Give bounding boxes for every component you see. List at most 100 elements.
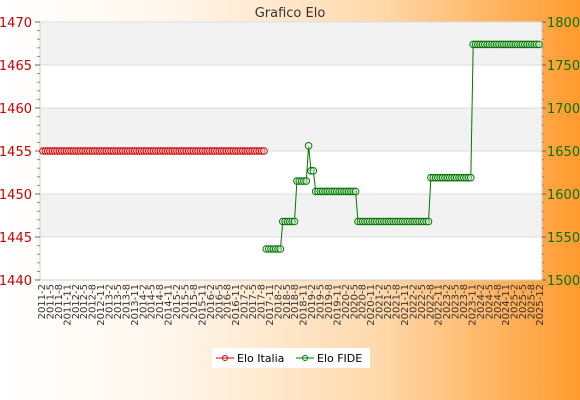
series-layer — [39, 40, 543, 253]
x-tick-label: 2015-8 — [189, 284, 200, 319]
data-point — [257, 147, 266, 155]
x-tick-label: 2011-8 — [54, 284, 65, 319]
x-tick-label: 2022-8 — [425, 284, 436, 319]
x-tick-label: 2016-2 — [206, 284, 217, 319]
data-point — [422, 217, 431, 226]
x-tick-label: 2017-11 — [265, 284, 276, 326]
right-tick-label: 1600 — [547, 188, 580, 203]
x-tick-label: 2018-8 — [290, 284, 301, 319]
data-point — [288, 217, 297, 226]
left-tick-label: 1470 — [0, 16, 32, 31]
x-tick-label: 2014-8 — [155, 284, 166, 319]
right-tick-label: 1500 — [547, 274, 580, 289]
x-tick-label: 2021-8 — [392, 284, 403, 319]
right-tick-label: 1800 — [547, 16, 580, 31]
x-tick-label: 2015-5 — [181, 284, 192, 319]
x-tick-label: 2016-11 — [231, 284, 242, 326]
legend-item-italia: Elo Italia — [216, 352, 284, 365]
x-tick-label: 2019-8 — [324, 284, 335, 319]
x-tick-label: 2021-5 — [383, 284, 394, 319]
left-tick-label: 1445 — [0, 231, 32, 246]
x-tick-label: 2016-8 — [223, 284, 234, 319]
data-point — [290, 217, 299, 226]
x-tick-label: 2014-5 — [147, 284, 158, 319]
legend-box — [212, 348, 370, 368]
data-point — [464, 173, 473, 182]
x-tick-label: 2023-5 — [451, 284, 462, 319]
left-tick-label: 1460 — [0, 102, 32, 117]
x-tick-label: 2017-8 — [257, 284, 268, 319]
x-tick-label: 2024-11 — [501, 284, 512, 326]
x-tick-label: 2024-2 — [476, 284, 487, 319]
x-tick-label: 2023-8 — [459, 284, 470, 319]
x-tick-label: 2011-5 — [45, 284, 56, 319]
x-tick-label: 2025-8 — [527, 284, 538, 319]
data-point — [302, 177, 311, 185]
x-tick-label: 2014-11 — [164, 284, 175, 326]
x-tick-label: 2025-2 — [510, 284, 521, 319]
legend-italia-label: Elo Italia — [237, 352, 284, 365]
x-tick-label: 2022-5 — [417, 284, 428, 319]
plot-band — [40, 65, 542, 108]
x-tick-label: 2020-2 — [341, 284, 352, 319]
x-tick-label: 2014-2 — [138, 284, 149, 319]
x-tick-label: 2013-2 — [105, 284, 116, 319]
legend-italia-marker — [222, 355, 228, 361]
x-tick-label: 2013-8 — [121, 284, 132, 319]
x-tick-label: 2011-11 — [62, 284, 73, 326]
plot-band — [40, 151, 542, 194]
x-tick-label: 2021-11 — [400, 284, 411, 326]
left-tick-label: 1450 — [0, 188, 32, 203]
data-point — [535, 40, 543, 49]
legend-fide-label: Elo FIDE — [317, 352, 362, 365]
x-tick-label: 2025-5 — [518, 284, 529, 319]
data-point — [274, 245, 282, 253]
x-tick-label: 2015-2 — [172, 284, 183, 319]
plot-band — [40, 237, 542, 280]
x-tick-label: 2015-11 — [197, 284, 208, 326]
x-tick-label: 2012-5 — [79, 284, 90, 319]
x-tick-label: 2018-2 — [273, 284, 284, 319]
legend: Elo Italia Elo FIDE — [212, 348, 370, 368]
x-tick-label: 2011-2 — [37, 284, 48, 319]
x-tick-label: 2023-11 — [468, 284, 479, 326]
data-point — [304, 142, 313, 150]
x-tick-label: 2012-11 — [96, 284, 107, 326]
left-tick-label: 1465 — [0, 59, 32, 74]
x-tick-label: 2013-11 — [130, 284, 141, 326]
x-tick-label: 2022-2 — [408, 284, 419, 319]
right-tick-label: 1750 — [547, 59, 580, 74]
x-tick-label: 2018-11 — [299, 284, 310, 326]
x-tick-label: 2020-5 — [349, 284, 360, 319]
data-point — [300, 177, 308, 185]
x-tick-label: 2019-5 — [316, 284, 327, 319]
data-point — [307, 167, 315, 175]
x-tick-label: 2016-5 — [214, 284, 225, 319]
legend-fide-marker — [302, 355, 308, 361]
plot-band — [40, 108, 542, 151]
x-tick-label: 2021-2 — [375, 284, 386, 319]
data-point — [424, 217, 433, 226]
x-tick-label: 2019-2 — [307, 284, 318, 319]
right-axis-ticks: 1500 1550 1600 1650 1700 1750 1800 — [542, 16, 580, 289]
data-point — [532, 40, 541, 49]
x-tick-label: 2012-8 — [88, 284, 99, 319]
x-tick-label: 2022-11 — [434, 284, 445, 326]
data-point — [309, 167, 318, 175]
data-point — [276, 245, 285, 253]
x-tick-label: 2012-2 — [71, 284, 82, 319]
series-elo-fide — [262, 40, 543, 253]
plot-band — [40, 22, 542, 65]
data-point — [467, 173, 475, 182]
x-tick-label: 2018-5 — [282, 284, 293, 319]
x-tick-label: 2023-2 — [442, 284, 453, 319]
x-tick-label: 2017-5 — [248, 284, 259, 319]
data-point — [349, 187, 358, 196]
right-tick-label: 1700 — [547, 102, 580, 117]
x-tick-label: 2025-12 — [535, 284, 546, 326]
right-tick-label: 1550 — [547, 231, 580, 246]
x-tick-label: 2024-8 — [493, 284, 504, 319]
x-tick-label: 2020-11 — [366, 284, 377, 326]
plot-band — [40, 194, 542, 237]
